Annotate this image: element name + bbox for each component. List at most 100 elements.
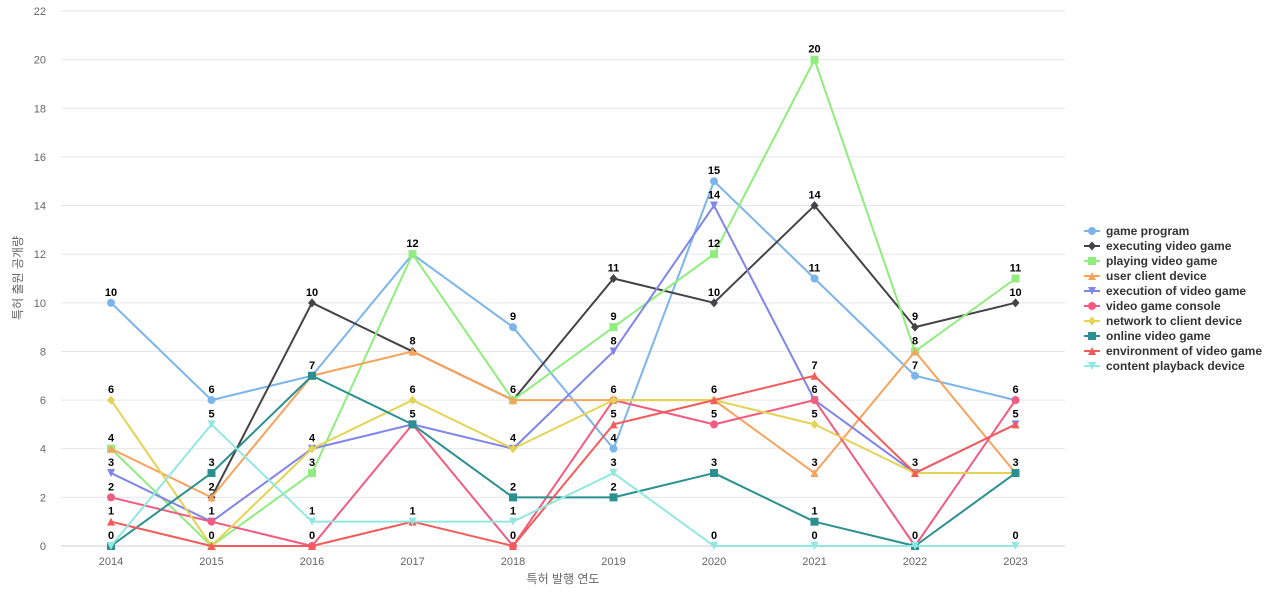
legend-label: network to client device	[1106, 314, 1242, 328]
data-label: 11	[608, 263, 620, 275]
data-label: 5	[208, 408, 214, 420]
data-point	[710, 469, 718, 478]
data-label: 3	[912, 457, 918, 469]
data-point	[810, 469, 819, 478]
series-line	[110, 374, 1016, 547]
data-point	[408, 395, 417, 405]
data-label: 12	[406, 238, 418, 250]
data-label: 10	[306, 287, 318, 299]
legend-item[interactable]: network to client device	[1084, 314, 1242, 328]
data-point	[107, 444, 115, 453]
data-label: 14	[808, 190, 821, 202]
data-label: 4	[610, 433, 617, 445]
data-point	[810, 371, 819, 380]
data-label: 5	[711, 408, 717, 420]
legend-item[interactable]: playing video game	[1084, 254, 1218, 268]
data-label: 15	[708, 165, 720, 177]
legend-item[interactable]: execution of video game	[1084, 284, 1246, 298]
data-label: 6	[409, 384, 415, 396]
data-label: 4	[309, 433, 316, 445]
data-label: 3	[208, 457, 214, 469]
data-label: 0	[108, 530, 114, 542]
y-tick-label: 4	[40, 444, 46, 456]
series-line	[110, 423, 1016, 547]
legend-item[interactable]: content playback device	[1084, 359, 1245, 373]
data-label: 2	[610, 481, 616, 493]
legend-marker	[1088, 287, 1096, 295]
data-label: 8	[409, 335, 415, 347]
data-point	[509, 517, 517, 526]
y-tick-label: 18	[34, 103, 46, 115]
legend-item[interactable]: environment of video game	[1084, 344, 1262, 358]
y-tick-label: 12	[34, 249, 46, 261]
data-label: 1	[208, 506, 214, 518]
y-tick-label: 22	[34, 6, 46, 18]
legend-item[interactable]: video game console	[1084, 299, 1221, 313]
data-point	[207, 542, 216, 550]
data-label: 4	[510, 433, 517, 445]
data-label: 2	[208, 481, 214, 493]
data-label: 3	[108, 457, 114, 469]
data-point	[710, 201, 718, 210]
data-point	[810, 396, 819, 405]
legend-item[interactable]: game program	[1084, 224, 1189, 238]
y-tick-label: 14	[34, 201, 46, 213]
data-point	[710, 177, 718, 186]
data-point	[207, 469, 216, 478]
data-point	[810, 201, 819, 211]
legend-item[interactable]: executing video game	[1084, 239, 1232, 253]
data-point	[810, 517, 819, 526]
data-point	[107, 517, 115, 526]
data-label: 3	[610, 457, 616, 469]
legend-label: video game console	[1106, 299, 1221, 313]
legend-marker	[1088, 257, 1096, 265]
data-label: 0	[309, 530, 315, 542]
data-point	[107, 542, 115, 550]
data-point	[107, 395, 115, 405]
data-point	[710, 298, 718, 308]
data-point	[710, 420, 718, 429]
data-point	[509, 444, 517, 454]
data-point	[509, 542, 517, 550]
data-point	[308, 371, 316, 380]
data-label: 0	[912, 530, 918, 542]
legend-item[interactable]: online video game	[1084, 329, 1211, 343]
data-label: 9	[510, 311, 516, 323]
data-label: 14	[708, 190, 721, 202]
data-point	[710, 250, 718, 259]
series-executing-video-game	[207, 201, 1020, 502]
series-line	[110, 58, 1017, 547]
data-point	[408, 420, 417, 429]
series-line	[110, 204, 1016, 523]
data-point	[810, 419, 819, 429]
data-label: 6	[510, 384, 516, 396]
data-point	[308, 517, 316, 526]
data-point	[710, 396, 718, 405]
data-label: 4	[108, 433, 115, 445]
data-label: 12	[708, 238, 720, 250]
data-label: 5	[610, 408, 616, 420]
legend-label: execution of video game	[1106, 284, 1246, 298]
data-label: 20	[808, 44, 820, 56]
y-tick-label: 0	[40, 541, 46, 553]
data-point	[308, 444, 316, 454]
data-label: 0	[510, 530, 516, 542]
data-point	[911, 542, 919, 550]
data-label: 10	[708, 287, 720, 299]
y-tick-label: 10	[34, 298, 46, 310]
x-tick-label: 2021	[802, 556, 826, 568]
legend-marker	[1088, 241, 1096, 251]
legend-label: online video game	[1106, 329, 1211, 343]
data-label: 6	[610, 384, 616, 396]
y-axis-ticks: 0 2 4 6 8 10 12 14 16 18 20 22	[34, 6, 46, 553]
legend-label: content playback device	[1106, 359, 1245, 373]
legend-label: environment of video game	[1106, 344, 1262, 358]
data-label: 5	[1012, 408, 1018, 420]
x-tick-label: 2015	[199, 556, 223, 568]
series-line	[110, 399, 1016, 547]
data-label: 7	[811, 360, 817, 372]
y-tick-label: 6	[40, 395, 46, 407]
legend-item[interactable]: user client device	[1084, 269, 1207, 283]
